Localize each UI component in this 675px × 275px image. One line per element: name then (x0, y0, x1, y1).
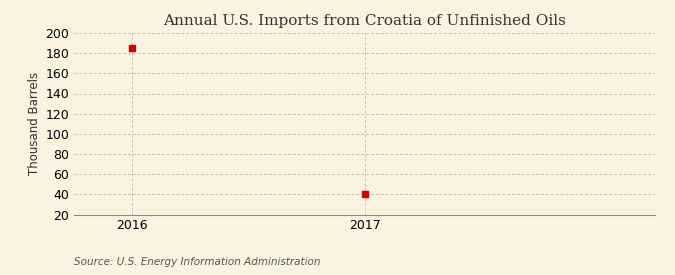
Y-axis label: Thousand Barrels: Thousand Barrels (28, 72, 41, 175)
Title: Annual U.S. Imports from Croatia of Unfinished Oils: Annual U.S. Imports from Croatia of Unfi… (163, 14, 566, 28)
Text: Source: U.S. Energy Information Administration: Source: U.S. Energy Information Administ… (74, 257, 321, 267)
